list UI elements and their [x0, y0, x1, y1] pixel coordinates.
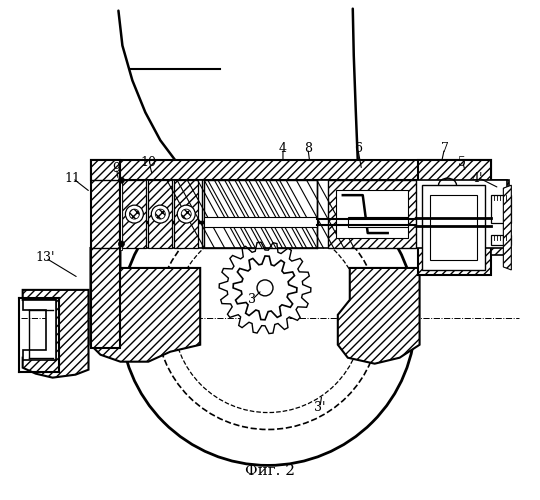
Bar [148, 180, 172, 248]
Polygon shape [338, 268, 420, 364]
Bar [120, 178, 123, 250]
Polygon shape [23, 290, 89, 378]
Bar [422, 185, 485, 270]
Text: 3: 3 [248, 294, 256, 306]
Text: 4': 4' [471, 172, 483, 184]
Polygon shape [233, 256, 297, 320]
Text: 8: 8 [304, 142, 312, 155]
Text: 9: 9 [112, 162, 120, 174]
Circle shape [118, 177, 124, 183]
Bar [336, 190, 408, 238]
Text: 5: 5 [457, 156, 465, 168]
Bar [491, 235, 511, 245]
Text: 3': 3' [314, 401, 326, 414]
Circle shape [151, 205, 169, 223]
Polygon shape [91, 160, 120, 348]
Polygon shape [219, 242, 311, 334]
Text: Фиг. 2: Фиг. 2 [245, 464, 295, 478]
Bar [204, 217, 317, 227]
Bar [123, 180, 146, 248]
Bar [429, 195, 477, 260]
Text: 13': 13' [36, 252, 56, 264]
Circle shape [156, 206, 380, 430]
Polygon shape [503, 185, 511, 270]
Bar [204, 180, 317, 248]
Bar [91, 160, 491, 180]
Polygon shape [417, 180, 509, 275]
Polygon shape [491, 180, 509, 255]
Bar [348, 217, 408, 227]
Circle shape [177, 205, 195, 223]
Polygon shape [91, 248, 200, 362]
Circle shape [173, 223, 363, 412]
Text: 6: 6 [354, 142, 362, 155]
Polygon shape [417, 160, 491, 275]
Bar [328, 180, 416, 248]
Text: 10: 10 [140, 156, 157, 168]
Circle shape [125, 205, 143, 223]
Circle shape [181, 209, 191, 219]
Bar [120, 180, 508, 248]
Bar [174, 180, 198, 248]
Text: 7: 7 [441, 142, 448, 155]
Circle shape [257, 280, 273, 296]
Circle shape [156, 209, 165, 219]
Polygon shape [23, 300, 56, 360]
Text: 4: 4 [279, 142, 287, 155]
Circle shape [120, 170, 416, 466]
Circle shape [130, 209, 139, 219]
Text: 11: 11 [65, 172, 80, 184]
Circle shape [118, 241, 124, 247]
Bar [491, 195, 511, 223]
